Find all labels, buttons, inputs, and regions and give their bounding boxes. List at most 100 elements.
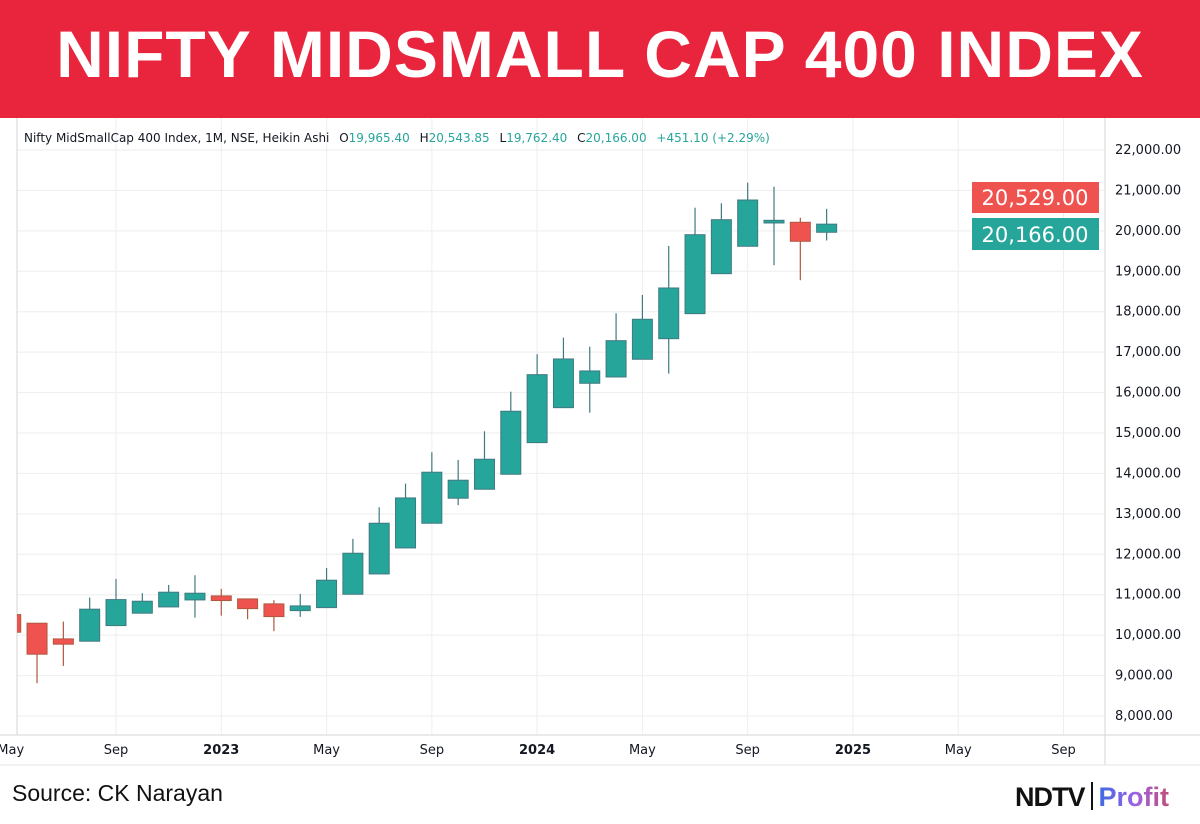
logo-profit: Profit: [1098, 782, 1170, 812]
grid-lines: [17, 118, 1105, 735]
price-labels: 20,529.00 20,166.00: [972, 182, 1099, 250]
y-tick-label: 10,000.00: [1115, 628, 1181, 643]
candle-body: [342, 552, 364, 595]
close-label: C: [577, 131, 586, 145]
x-tick-label: Sep: [735, 743, 760, 758]
candle-2024-04: [605, 313, 627, 378]
candle-body: [737, 199, 759, 247]
x-tick-label: May: [945, 743, 972, 758]
candle-2024-06: [658, 245, 680, 374]
close-price-box: [972, 218, 1099, 250]
low-value: 19,762.40: [506, 131, 568, 145]
candle-body: [526, 374, 548, 444]
y-tick-label: 20,000.00: [1115, 224, 1181, 239]
candle-2024-12: [816, 208, 838, 241]
x-tick-label: Sep: [420, 743, 445, 758]
ndtv-profit-logo: NDTV Profit: [1015, 782, 1169, 813]
candle-body: [263, 603, 285, 618]
candle-2022-06: [26, 622, 48, 684]
page-title: NIFTY MIDSMALL CAP 400 INDEX: [56, 17, 1144, 91]
y-tick-label: 19,000.00: [1115, 264, 1181, 279]
source-credit: Source: CK Narayan: [12, 780, 223, 806]
chart-legend: Nifty MidSmallCap 400 Index, 1M, NSE, He…: [24, 131, 770, 145]
candle-2022-10: [131, 593, 153, 614]
high-value: 20,543.85: [428, 131, 490, 145]
candle-body: [789, 221, 811, 242]
candle-2023-07: [368, 507, 390, 575]
candle-body: [447, 479, 469, 499]
candle-2024-09: [737, 182, 759, 247]
x-tick-label: May: [313, 743, 340, 758]
x-tick-label: Sep: [1051, 743, 1076, 758]
candle-2022-05: [17, 614, 22, 633]
y-tick-label: 8,000.00: [1115, 709, 1173, 724]
x-tick-label: May: [629, 743, 656, 758]
y-tick-label: 21,000.00: [1115, 183, 1181, 198]
y-tick-label: 9,000.00: [1115, 669, 1173, 684]
candle-2024-08: [710, 203, 732, 275]
candle-2023-06: [342, 538, 364, 595]
candle-2024-02: [552, 337, 574, 409]
logo-ndtv: NDTV: [1015, 782, 1085, 812]
candle-body: [710, 219, 732, 275]
candle-body: [579, 370, 601, 384]
y-tick-label: 18,000.00: [1115, 305, 1181, 320]
x-tick-label: Sep: [104, 743, 129, 758]
y-tick-label: 12,000.00: [1115, 547, 1181, 562]
candle-2023-12: [500, 391, 522, 475]
candle-body: [500, 410, 522, 475]
candle-body: [684, 234, 706, 315]
candle-2022-09: [105, 578, 127, 627]
candle-body: [816, 223, 838, 233]
low-label: L: [499, 131, 507, 145]
candle-2022-08: [79, 597, 101, 642]
candle-2022-12: [184, 575, 206, 618]
open-label: O: [339, 131, 349, 145]
candle-2023-09: [421, 452, 443, 524]
symbol-info: Nifty MidSmallCap 400 Index, 1M, NSE, He…: [24, 131, 330, 145]
candle-body: [52, 638, 74, 645]
candle-2024-11: [789, 217, 811, 281]
candle-2022-11: [158, 584, 180, 608]
candle-2023-10: [447, 459, 469, 506]
candle-body: [421, 471, 443, 524]
candle-body: [210, 595, 232, 602]
candle-2023-03: [263, 600, 285, 632]
candle-body: [237, 598, 259, 610]
x-tick-label: 2023: [203, 743, 239, 758]
candle-body: [158, 591, 180, 608]
open-value: 19,965.40: [348, 131, 410, 145]
candle-body: [631, 318, 653, 360]
candle-body: [552, 358, 574, 409]
candles: [17, 182, 838, 684]
candle-2024-03: [579, 346, 601, 413]
candle-body: [105, 599, 127, 627]
candle-body: [763, 219, 785, 224]
candle-2024-05: [631, 294, 653, 360]
close-value: 20,166.00: [585, 131, 647, 145]
candle-body: [605, 340, 627, 378]
candle-body: [131, 600, 153, 614]
logo-divider: [1090, 782, 1093, 810]
candle-2023-05: [316, 567, 338, 609]
change-value: +451.10 (+2.29%): [656, 131, 770, 145]
candle-body: [368, 522, 390, 575]
candle-2023-11: [473, 431, 495, 490]
header-banner: NIFTY MIDSMALL CAP 400 INDEX: [0, 0, 1200, 118]
candle-body: [184, 592, 206, 601]
y-axis-labels: 8,000.00 9,000.00 10,000.00 11,000.00 12,000…: [1115, 143, 1181, 724]
candle-body: [17, 614, 22, 633]
y-tick-label: 13,000.00: [1115, 507, 1181, 522]
y-tick-label: 16,000.00: [1115, 386, 1181, 401]
last-price-box: [972, 182, 1099, 213]
candle-2024-01: [526, 354, 548, 444]
last-price-label: 20,529.00: [982, 186, 1089, 210]
y-tick-label: 11,000.00: [1115, 588, 1181, 603]
candle-body: [26, 622, 48, 655]
candle-2023-02: [237, 598, 259, 620]
y-tick-label: 15,000.00: [1115, 426, 1181, 441]
axes: [0, 118, 1200, 766]
candle-2022-07: [52, 621, 74, 666]
y-tick-label: 14,000.00: [1115, 466, 1181, 481]
candle-body: [316, 579, 338, 609]
